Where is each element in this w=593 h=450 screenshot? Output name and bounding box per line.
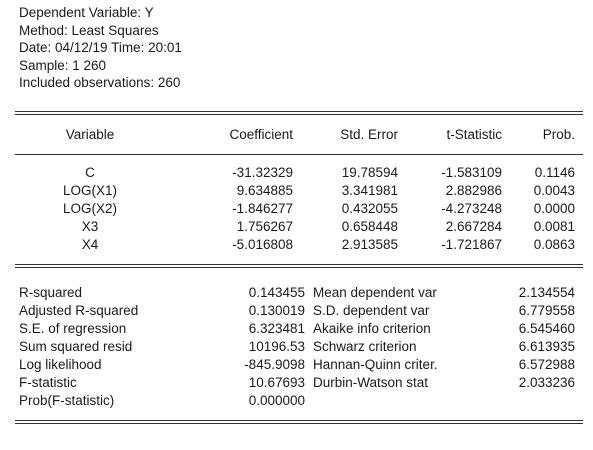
stat-label-left: F-statistic (19, 375, 77, 390)
row-prob: 0.1146 (534, 165, 575, 180)
row-variable: X4 (81, 237, 99, 252)
row-prob: 0.0863 (533, 237, 575, 252)
stat-label-left: Sum squared resid (19, 339, 133, 354)
col-header-t-statistic: t-Statistic (446, 127, 502, 142)
row-coefficient: -1.846277 (232, 201, 293, 216)
row-variable: LOG(X2) (62, 201, 117, 216)
stat-value-right: 2.134554 (518, 285, 575, 300)
stat-value-left: 6.323481 (248, 321, 305, 336)
row-std-error: 19.78594 (341, 165, 398, 180)
stat-label-left: S.E. of regression (19, 321, 127, 336)
row-variable: LOG(X1) (62, 183, 117, 198)
row-t-statistic: 2.667284 (445, 219, 502, 234)
col-header-prob: Prob. (542, 127, 575, 142)
stat-value-right: 6.779558 (518, 303, 575, 318)
top-rule-1 (15, 111, 583, 112)
stat-label-right: Hannan-Quinn criter. (313, 357, 438, 372)
stat-value-left: 10.67693 (248, 375, 305, 390)
stat-value-left: 0.143455 (248, 285, 305, 300)
row-std-error: 0.432055 (341, 201, 398, 216)
stat-label-left: Adjusted R-squared (19, 303, 139, 318)
stat-label-right: S.D. dependent var (313, 303, 430, 318)
row-coefficient: -31.32329 (232, 165, 293, 180)
stat-value-right: 6.572988 (518, 357, 575, 372)
row-prob: 0.0043 (533, 183, 575, 198)
sample: Sample: 1 260 (19, 57, 107, 73)
header-rule (15, 154, 583, 155)
stat-value-left: 10196.53 (248, 339, 305, 354)
stat-label-left: Log likelihood (19, 357, 102, 372)
row-t-statistic: -4.273248 (441, 201, 502, 216)
date-time: Date: 04/12/19 Time: 20:01 (19, 40, 182, 56)
stat-label-left: R-squared (19, 285, 83, 300)
top-rule-2 (15, 114, 583, 115)
stat-value-right: 2.033236 (518, 375, 575, 390)
row-t-statistic: 2.882986 (445, 183, 502, 198)
output-header: Dependent Variable: Y Method: Least Squa… (19, 4, 182, 92)
stat-label-right: Akaike info criterion (313, 321, 431, 336)
row-std-error: 0.658448 (341, 219, 398, 234)
col-header-variable: Variable (65, 127, 115, 142)
middle-rule-1 (15, 264, 583, 265)
included-observations: Included observations: 260 (19, 75, 181, 91)
stat-value-right: 6.613935 (518, 339, 575, 354)
row-std-error: 2.913585 (341, 237, 398, 252)
stat-value-right: 6.545460 (518, 321, 575, 336)
row-prob: 0.0081 (533, 219, 575, 234)
row-coefficient: -5.016808 (232, 237, 293, 252)
row-coefficient: 9.634885 (236, 183, 293, 198)
stat-label-right: Mean dependent var (313, 285, 437, 300)
bottom-rule-2 (15, 423, 583, 424)
row-coefficient: 1.756267 (236, 219, 293, 234)
bottom-rule-1 (15, 420, 583, 421)
stat-value-left: 0.130019 (248, 303, 305, 318)
stat-label-right: Schwarz criterion (313, 339, 417, 354)
row-std-error: 3.341981 (341, 183, 398, 198)
row-variable: C (85, 165, 95, 180)
col-header-std-error: Std. Error (340, 127, 398, 142)
stat-label-right: Durbin-Watson stat (313, 375, 429, 390)
dependent-variable: Dependent Variable: Y (19, 5, 154, 20)
col-header-coefficient: Coefficient (229, 127, 293, 142)
stat-label-left: Prob(F-statistic) (19, 393, 115, 408)
middle-rule-2 (15, 267, 583, 268)
row-prob: 0.0000 (533, 201, 575, 216)
stat-value-left: -845.9098 (244, 357, 305, 372)
row-variable: X3 (81, 219, 99, 234)
row-t-statistic: -1.583109 (441, 165, 502, 180)
row-t-statistic: -1.721867 (441, 237, 502, 252)
method: Method: Least Squares (19, 22, 159, 38)
stat-value-left: 0.000000 (248, 393, 305, 408)
